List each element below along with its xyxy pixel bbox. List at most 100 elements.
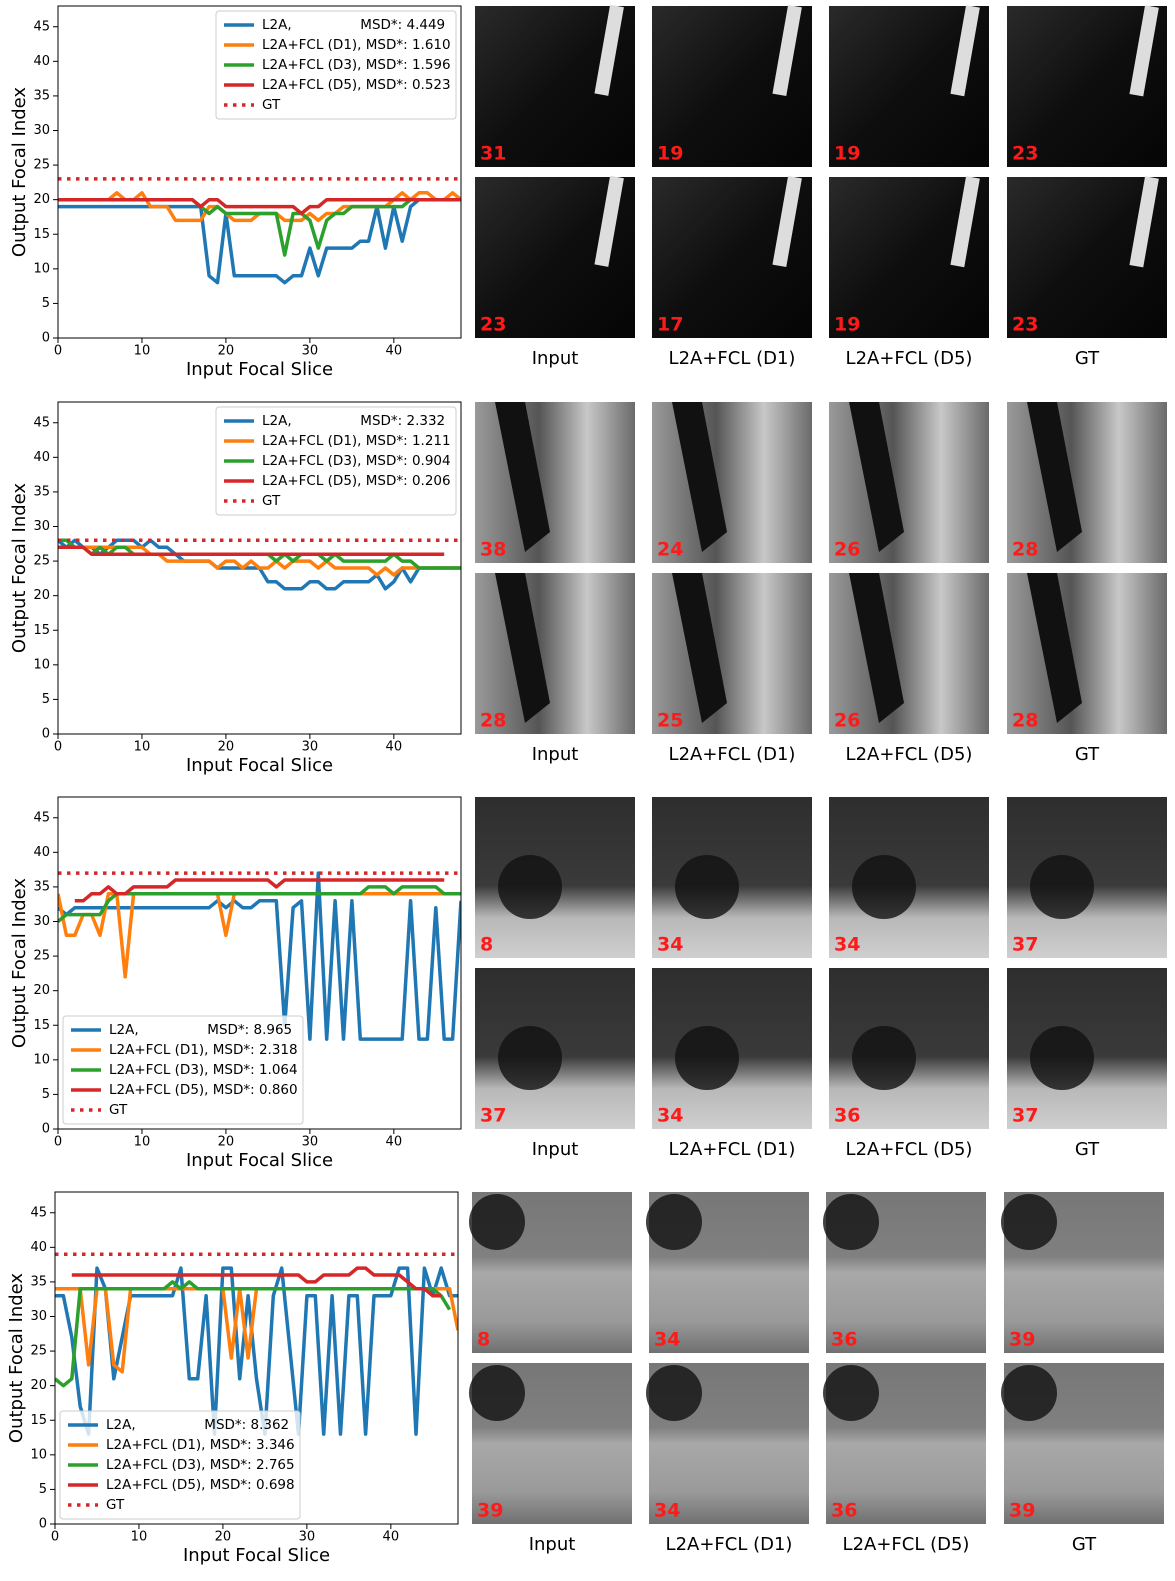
image-feature <box>772 4 802 97</box>
y-tick-label: 25 <box>33 158 50 173</box>
y-tick-label: 40 <box>33 54 50 69</box>
legend-label: L2A, MSD*: 4.449 <box>262 17 445 33</box>
legend-label: GT <box>109 1102 128 1118</box>
image-feature <box>498 855 562 919</box>
image-index: 25 <box>657 710 683 732</box>
y-tick-label: 20 <box>33 983 50 998</box>
plot-frame <box>57 5 462 339</box>
image-index: 26 <box>834 710 860 732</box>
y-tick-label: 5 <box>39 1482 47 1497</box>
x-axis-label: Input Focal Slice <box>186 359 333 380</box>
y-tick-label: 35 <box>30 1274 47 1289</box>
legend-box <box>215 10 457 120</box>
x-tick-label: 30 <box>299 1530 316 1545</box>
legend-label: L2A+FCL (D5), MSD*: 0.523 <box>262 77 451 93</box>
image-index: 23 <box>1012 143 1038 165</box>
x-tick-label: 20 <box>218 1135 235 1150</box>
legend-label: L2A+FCL (D3), MSD*: 2.765 <box>106 1457 295 1473</box>
x-tick-label: 30 <box>302 740 319 755</box>
legend-label: L2A+FCL (D1), MSD*: 1.211 <box>262 433 451 449</box>
y-tick-label: 35 <box>33 484 50 499</box>
image-feature <box>1001 1194 1057 1250</box>
image-index: 39 <box>1009 1329 1035 1351</box>
series-line <box>58 545 445 556</box>
series-line <box>58 197 461 216</box>
image-feature <box>1030 1026 1094 1090</box>
plot-frame <box>54 1191 459 1525</box>
x-tick-label: 40 <box>386 740 403 755</box>
y-axis-label: Output Focal Index <box>9 87 30 258</box>
series-line <box>74 878 445 903</box>
image-feature <box>852 1026 916 1090</box>
x-tick-label: 30 <box>302 344 319 359</box>
y-tick-label: 40 <box>33 845 50 860</box>
y-tick-label: 0 <box>42 331 50 346</box>
legend-label: GT <box>262 493 281 509</box>
column-label: Input <box>529 1534 576 1555</box>
series-line <box>58 871 461 1041</box>
image-feature <box>1027 573 1082 723</box>
image-feature <box>852 855 916 919</box>
column-label: L2A+FCL (D1) <box>669 348 796 369</box>
x-tick-label: 0 <box>51 1530 59 1545</box>
plot-frame <box>57 796 462 1130</box>
image-feature <box>495 402 550 552</box>
x-tick-label: 10 <box>131 1530 148 1545</box>
column-label: L2A+FCL (D1) <box>669 744 796 765</box>
image-index: 34 <box>654 1500 680 1522</box>
image-feature <box>672 402 727 552</box>
image-index: 38 <box>480 539 506 561</box>
y-tick-label: 25 <box>33 949 50 964</box>
y-tick-label: 5 <box>42 692 50 707</box>
image-feature <box>849 573 904 723</box>
y-tick-label: 10 <box>33 657 50 672</box>
image-feature <box>1129 176 1159 268</box>
column-label: GT <box>1075 744 1100 765</box>
series-line <box>55 1280 452 1388</box>
image-feature <box>823 1365 879 1421</box>
y-tick-label: 40 <box>33 450 50 465</box>
column-label: L2A+FCL (D5) <box>846 744 973 765</box>
legend-label: GT <box>262 97 281 113</box>
image-index: 19 <box>834 143 860 165</box>
image-index: 23 <box>480 314 506 336</box>
column-label: L2A+FCL (D5) <box>843 1534 970 1555</box>
image-index: 28 <box>480 710 506 732</box>
legend-label: L2A+FCL (D3), MSD*: 1.596 <box>262 57 451 73</box>
image-feature <box>1027 402 1082 552</box>
image-feature <box>823 1194 879 1250</box>
image-feature <box>469 1365 525 1421</box>
y-tick-label: 25 <box>30 1344 47 1359</box>
x-axis-label: Input Focal Slice <box>183 1545 330 1566</box>
image-feature <box>646 1365 702 1421</box>
y-tick-label: 10 <box>33 261 50 276</box>
y-axis-label: Output Focal Index <box>9 483 30 654</box>
legend-label: L2A, MSD*: 2.332 <box>262 413 445 429</box>
plot-frame <box>57 401 462 735</box>
image-index: 28 <box>1012 539 1038 561</box>
y-tick-label: 40 <box>30 1240 47 1255</box>
legend-box <box>59 1410 301 1520</box>
legend-label: L2A, MSD*: 8.362 <box>106 1417 289 1433</box>
image-index: 17 <box>657 314 683 336</box>
y-tick-label: 30 <box>33 519 50 534</box>
x-tick-label: 40 <box>383 1530 400 1545</box>
x-tick-label: 10 <box>134 740 151 755</box>
image-index: 26 <box>834 539 860 561</box>
legend-label: L2A, MSD*: 8.965 <box>109 1022 292 1038</box>
column-label: L2A+FCL (D5) <box>846 348 973 369</box>
y-tick-label: 5 <box>42 296 50 311</box>
legend-label: GT <box>106 1497 125 1513</box>
image-feature <box>772 175 802 268</box>
image-feature <box>495 573 550 723</box>
y-axis-label: Output Focal Index <box>9 878 30 1049</box>
image-index: 39 <box>1009 1500 1035 1522</box>
column-label: L2A+FCL (D1) <box>669 1139 796 1160</box>
image-feature <box>1129 5 1159 97</box>
image-index: 24 <box>657 539 683 561</box>
y-tick-label: 30 <box>33 123 50 138</box>
x-tick-label: 10 <box>134 344 151 359</box>
image-index: 23 <box>1012 314 1038 336</box>
y-tick-label: 15 <box>33 1018 50 1033</box>
legend-box <box>215 406 457 516</box>
